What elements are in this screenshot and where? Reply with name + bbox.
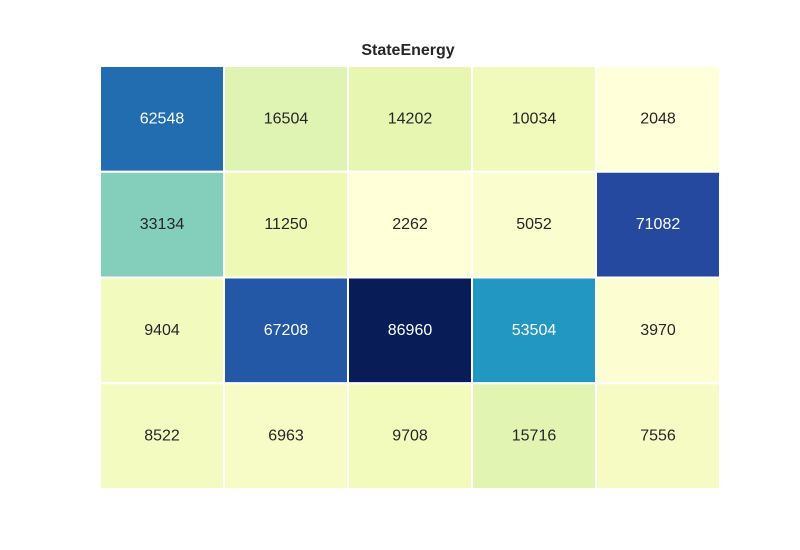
heatmap-cell-label-r0-c0: 62548 (140, 110, 185, 127)
heatmap-cell-label-r2-c0: 9404 (144, 322, 180, 339)
heatmap-cell-label-r0-c3: 10034 (512, 110, 557, 127)
heatmap-cell-r1-c0 (99, 170, 225, 279)
heatmap-cell-label-r0-c4: 2048 (640, 110, 676, 127)
chart-title: StateEnergy (361, 42, 455, 59)
heatmap-cell-label-r1-c0: 33134 (140, 216, 185, 233)
heatmap-cell-label-r2-c2: 86960 (388, 322, 433, 339)
heatmap-cell-label-r3-c3: 15716 (512, 428, 557, 445)
heatmap-cell-r0-c4 (595, 65, 721, 173)
heatmap-cell-label-r1-c1: 11250 (264, 216, 307, 233)
heatmap-cell-label-r3-c0: 8522 (144, 428, 180, 445)
heatmap-cell-label-r2-c1: 67208 (264, 322, 309, 339)
heatmap-cell-r3-c2 (347, 382, 473, 490)
heatmap-cell-r1-c2 (347, 170, 473, 279)
heatmap-cell-r2-c4 (595, 276, 721, 385)
heatmap-cell-r2-c0 (99, 276, 225, 385)
heatmap-cell-label-r1-c4: 71082 (636, 216, 681, 233)
heatmap-cell-label-r0-c2: 14202 (388, 110, 433, 127)
heatmap-cell-label-r1-c3: 5052 (516, 216, 552, 233)
heatmap-cell-r3-c4 (595, 382, 721, 490)
heatmap-cell-r2-c2 (347, 276, 473, 385)
heatmap-cell-label-r0-c1: 16504 (264, 110, 309, 127)
heatmap-cell-r2-c3 (471, 276, 597, 385)
heatmap-cell-r2-c1 (223, 276, 349, 385)
heatmap-cell-r1-c3 (471, 170, 597, 279)
heatmap-cell-label-r3-c4: 7556 (640, 428, 676, 445)
heatmap-cell-label-r2-c3: 53504 (512, 322, 557, 339)
heatmap-cell-label-r3-c1: 6963 (268, 428, 304, 445)
heatmap-cell-r1-c1 (223, 170, 349, 279)
heatmap-cell-label-r1-c2: 2262 (392, 216, 428, 233)
heatmap-cell-r3-c3 (471, 382, 597, 490)
heatmap-cell-label-r3-c2: 9708 (392, 428, 428, 445)
heatmap-cell-label-r2-c4: 3970 (640, 322, 676, 339)
